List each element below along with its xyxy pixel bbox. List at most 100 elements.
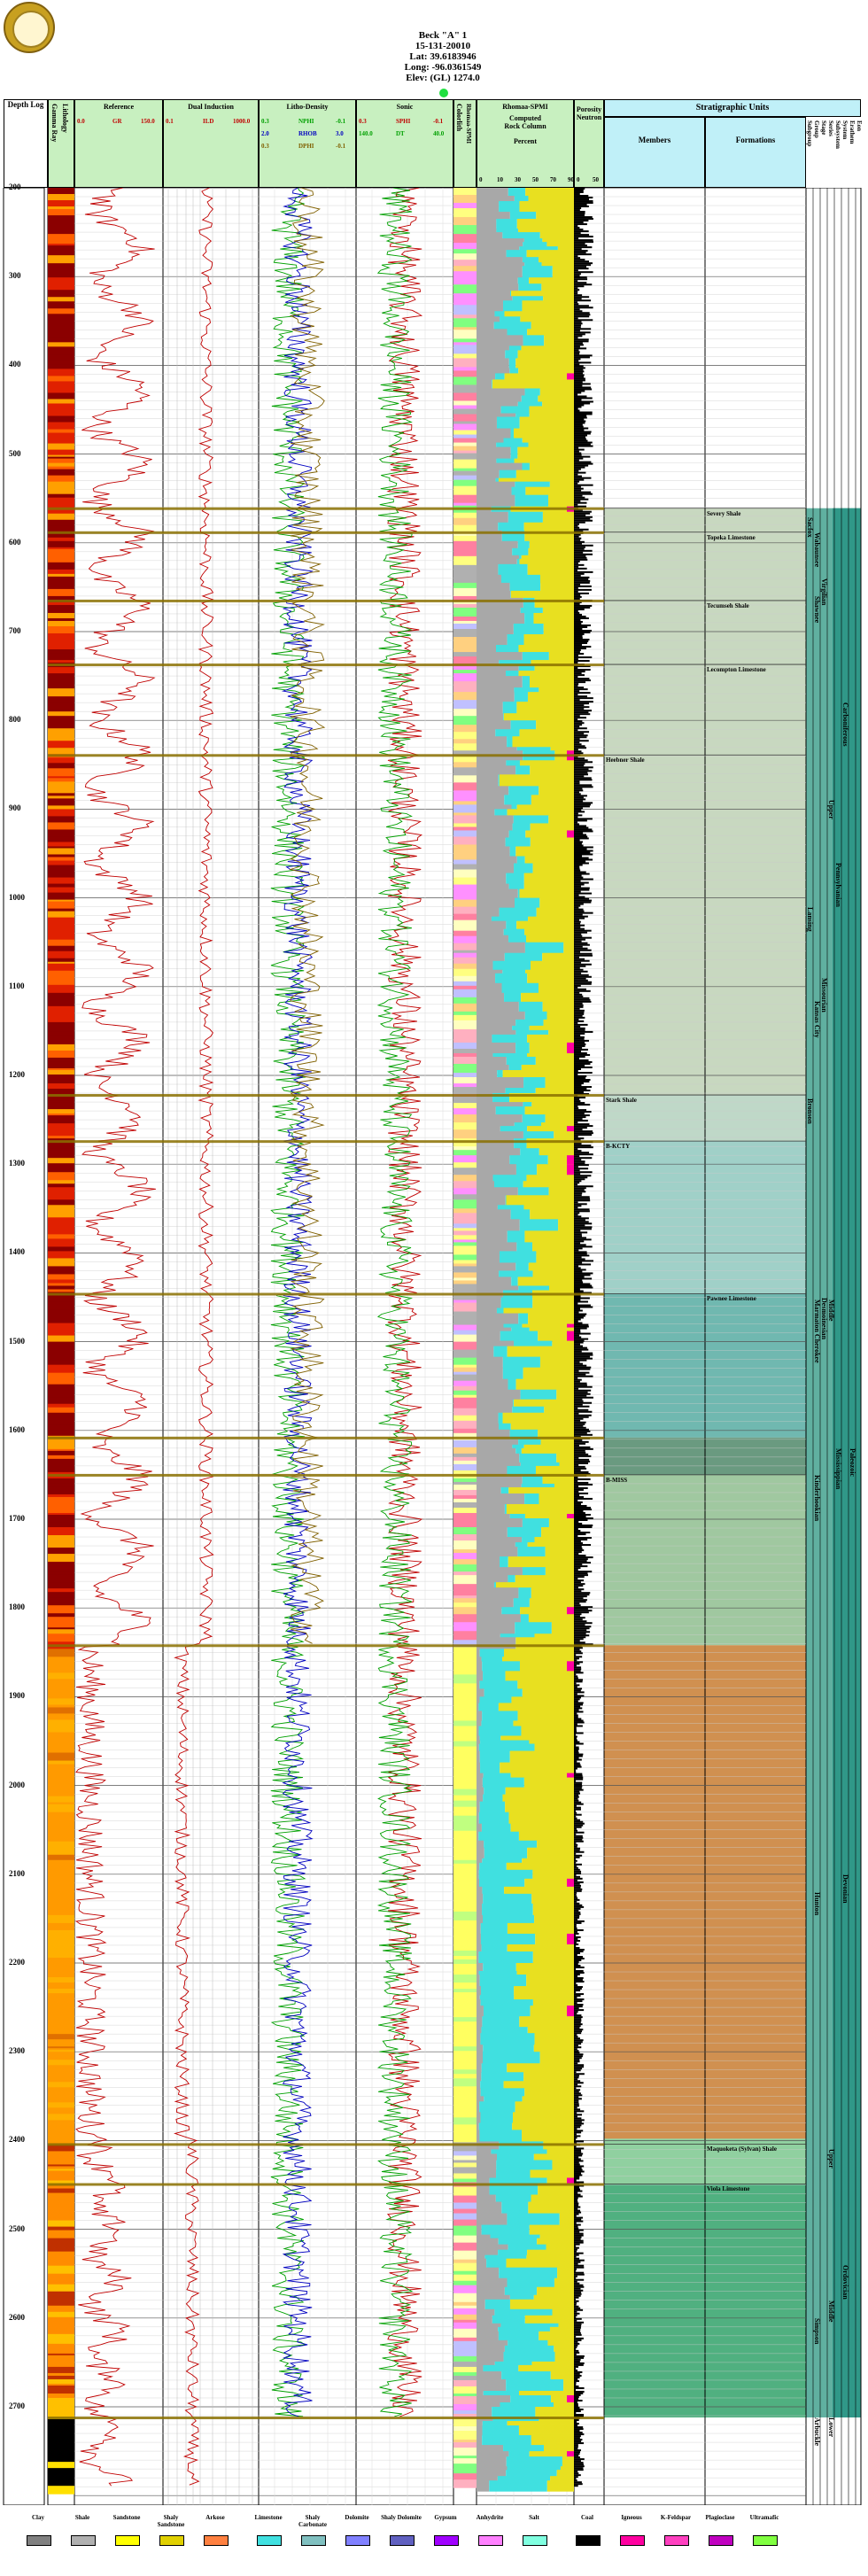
rock-shale bbox=[477, 558, 517, 565]
porosity-bar bbox=[574, 1542, 583, 1545]
gamma-lith-seg bbox=[48, 2397, 74, 2407]
porosity-bar bbox=[574, 225, 578, 228]
colorlith-seg bbox=[453, 1228, 477, 1231]
colorlith-seg bbox=[453, 859, 477, 865]
gamma-lith-seg bbox=[48, 696, 74, 702]
rock-sandstone bbox=[521, 345, 574, 351]
rock-limestone bbox=[480, 1999, 533, 2006]
rock-sandstone bbox=[514, 1995, 574, 2000]
porosity-bar bbox=[574, 768, 589, 771]
colorlith-seg bbox=[453, 1815, 477, 1823]
porosity-bar bbox=[574, 1499, 578, 1501]
rock-sandstone bbox=[524, 1106, 574, 1115]
rock-sandstone bbox=[537, 2286, 574, 2296]
porosity-bar bbox=[574, 298, 582, 300]
porosity-bar bbox=[574, 540, 585, 543]
colorlith-seg bbox=[453, 1042, 477, 1047]
gamma-lith-seg bbox=[48, 475, 74, 483]
porosity-bar bbox=[574, 1036, 585, 1038]
rock-shale bbox=[477, 665, 519, 671]
rock-shale bbox=[477, 1513, 510, 1519]
pct-tick: 90 bbox=[568, 176, 574, 183]
gamma-lith-seg bbox=[48, 585, 74, 588]
rock-sandstone bbox=[518, 645, 574, 653]
colorlith-seg bbox=[453, 2305, 477, 2309]
rock-sandstone bbox=[542, 511, 574, 524]
porosity-bar bbox=[574, 1412, 579, 1415]
porosity-bar bbox=[574, 191, 584, 194]
porosity-bar bbox=[574, 1820, 584, 1823]
rock-limestone bbox=[479, 2101, 515, 2113]
rock-shale bbox=[477, 2456, 507, 2467]
porosity-bar bbox=[574, 1595, 587, 1598]
porosity-bar bbox=[574, 803, 591, 806]
porosity-bar bbox=[574, 665, 591, 668]
porosity-bar bbox=[574, 1150, 582, 1152]
porosity-bar bbox=[574, 1604, 581, 1607]
rock-shale bbox=[477, 2445, 504, 2452]
rock-shale bbox=[477, 335, 523, 346]
gamma-lith-seg bbox=[48, 1885, 74, 1893]
gamma-lith-seg bbox=[48, 1191, 74, 1196]
porosity-bar bbox=[574, 198, 590, 201]
porosity-bar bbox=[574, 947, 588, 950]
rock-sandstone bbox=[519, 729, 574, 737]
colorlith-seg bbox=[453, 782, 477, 791]
rock-shale bbox=[477, 1649, 480, 1657]
colorlith-seg bbox=[453, 1401, 477, 1409]
porosity-bar bbox=[574, 954, 593, 957]
rock-sandstone bbox=[540, 1439, 574, 1446]
rock-shale bbox=[477, 760, 507, 766]
rock-limestone bbox=[483, 1893, 532, 1905]
porosity-bar bbox=[574, 1881, 584, 1883]
porosity-bar bbox=[574, 1684, 580, 1687]
porosity-bar bbox=[574, 1173, 581, 1175]
colorlith-seg bbox=[453, 852, 477, 861]
colorlith-seg bbox=[453, 1527, 477, 1535]
porosity-bar bbox=[574, 1183, 578, 1186]
porosity-bar bbox=[574, 1813, 582, 1816]
porosity-bar bbox=[574, 1057, 580, 1059]
porosity-bar bbox=[574, 1960, 579, 1963]
rhob-scale-left: 2.0 bbox=[261, 130, 269, 137]
porosity-bar bbox=[574, 823, 580, 826]
rock-sandstone bbox=[536, 1251, 574, 1263]
gamma-lith-seg bbox=[48, 215, 74, 222]
rock-shale bbox=[477, 1331, 500, 1342]
porosity-bar bbox=[574, 1148, 578, 1151]
porosity-bar bbox=[574, 1380, 580, 1383]
gamma-lith-seg bbox=[48, 2322, 74, 2332]
rock-limestone bbox=[479, 1975, 527, 1987]
rock-limestone bbox=[482, 2421, 508, 2426]
porosity-bar bbox=[574, 190, 584, 192]
porosity-bar bbox=[574, 1654, 577, 1657]
porosity-bar bbox=[574, 1400, 584, 1402]
porosity-bar bbox=[574, 206, 589, 208]
rock-sandstone bbox=[529, 1327, 574, 1332]
rock-sandstone bbox=[536, 212, 574, 220]
gamma-lith-seg bbox=[48, 1163, 74, 1171]
colorlith-seg bbox=[453, 1769, 477, 1776]
rock-limestone bbox=[512, 296, 544, 301]
porosity-bar bbox=[574, 733, 585, 735]
rock-shale bbox=[477, 660, 500, 666]
porosity-bar bbox=[574, 1511, 585, 1514]
porosity-bar bbox=[574, 241, 593, 244]
gamma-lith-seg bbox=[48, 1582, 74, 1589]
rock-sandstone bbox=[526, 2254, 574, 2260]
gamma-lith-seg bbox=[48, 2438, 74, 2444]
porosity-bar bbox=[574, 2342, 580, 2345]
colorlith-seg bbox=[453, 2479, 477, 2488]
porosity-bar bbox=[574, 1875, 580, 1878]
porosity-bar bbox=[574, 2174, 583, 2176]
colorlith-seg bbox=[453, 2328, 477, 2339]
porosity-bar bbox=[574, 1968, 577, 1971]
rock-shale bbox=[477, 2160, 497, 2170]
rock-sandstone bbox=[519, 760, 574, 766]
rock-limestone bbox=[499, 907, 537, 918]
rock-shale bbox=[477, 804, 512, 810]
rock-sandstone bbox=[505, 1787, 574, 1796]
colorlith-seg bbox=[453, 517, 477, 526]
porosity-bar bbox=[574, 1851, 585, 1853]
gamma-lith-seg bbox=[48, 1819, 74, 1824]
